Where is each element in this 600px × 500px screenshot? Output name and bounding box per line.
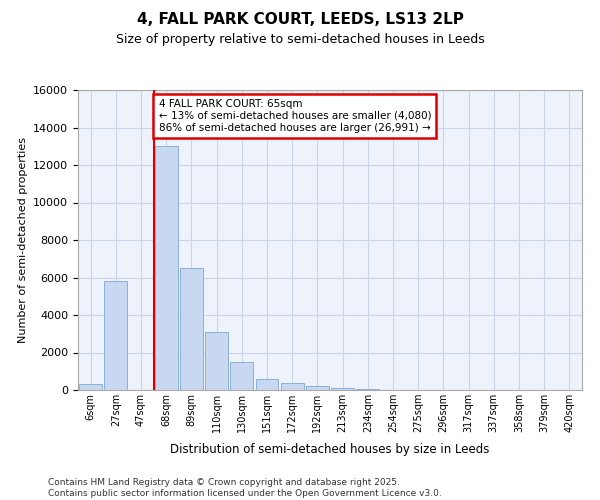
Bar <box>79 384 102 390</box>
Text: 4, FALL PARK COURT, LEEDS, LS13 2LP: 4, FALL PARK COURT, LEEDS, LS13 2LP <box>137 12 463 28</box>
Bar <box>104 281 127 390</box>
Bar <box>256 379 278 390</box>
Text: 4 FALL PARK COURT: 65sqm
← 13% of semi-detached houses are smaller (4,080)
86% o: 4 FALL PARK COURT: 65sqm ← 13% of semi-d… <box>158 100 431 132</box>
Text: Size of property relative to semi-detached houses in Leeds: Size of property relative to semi-detach… <box>116 32 484 46</box>
Bar <box>155 146 178 390</box>
Bar <box>281 384 304 390</box>
Bar <box>205 332 228 390</box>
Y-axis label: Number of semi-detached properties: Number of semi-detached properties <box>17 137 28 343</box>
Bar <box>331 388 354 390</box>
X-axis label: Distribution of semi-detached houses by size in Leeds: Distribution of semi-detached houses by … <box>170 444 490 456</box>
Text: Contains HM Land Registry data © Crown copyright and database right 2025.
Contai: Contains HM Land Registry data © Crown c… <box>48 478 442 498</box>
Bar <box>306 386 329 390</box>
Bar <box>180 268 203 390</box>
Bar <box>356 389 379 390</box>
Bar <box>230 362 253 390</box>
